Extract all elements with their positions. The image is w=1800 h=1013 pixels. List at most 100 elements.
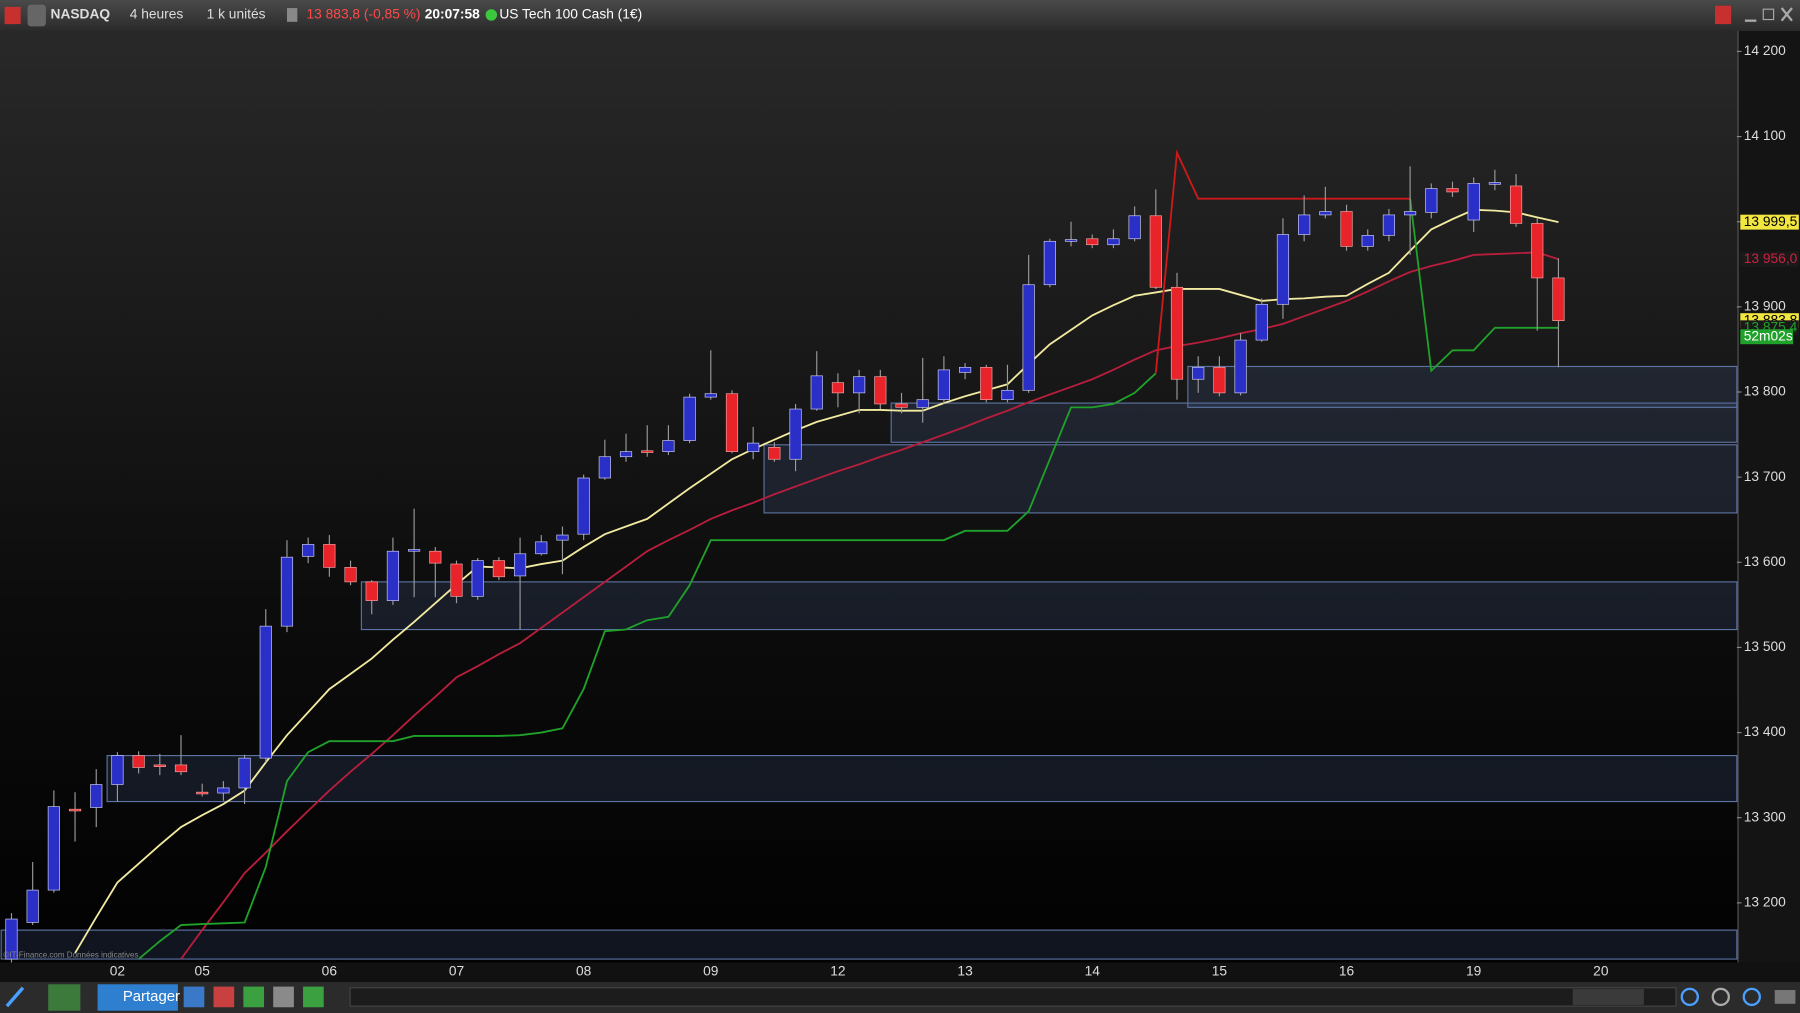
info-icon[interactable] [286, 8, 298, 22]
price-tag-label: 13 999,5 [1744, 214, 1798, 229]
draw-tool[interactable] [5, 986, 25, 1008]
candle-body [1149, 215, 1162, 288]
instrument-name: US Tech 100 Cash (1€) [499, 7, 642, 22]
indicator-button[interactable] [48, 984, 81, 1011]
maximize[interactable] [1762, 8, 1775, 21]
candle-body [1340, 211, 1353, 247]
price-tag-label: 13 956,0 [1744, 251, 1798, 266]
candle-body [90, 784, 103, 808]
candle-body [429, 550, 442, 564]
zoom-button[interactable] [1680, 987, 1699, 1007]
candle-body [450, 563, 463, 597]
candle-body [1086, 238, 1099, 246]
candle-body [365, 581, 378, 601]
candle-body [619, 451, 633, 458]
menu-button[interactable] [27, 4, 46, 27]
size[interactable]: 1 k unités [207, 7, 266, 22]
candle-body [683, 396, 696, 441]
candle-body [153, 764, 166, 768]
x-tick-label: 16 [1339, 963, 1355, 978]
share-button[interactable] [97, 984, 178, 1011]
candle-body [259, 625, 272, 759]
alert-icon[interactable] [1715, 5, 1732, 25]
candle-body [980, 366, 993, 401]
candle-body [1531, 223, 1544, 279]
zone [763, 444, 1738, 514]
candle-body [1001, 389, 1014, 401]
candle-body [196, 791, 209, 795]
y-tick-label: 13 500 [1744, 639, 1786, 654]
candle-body [238, 757, 251, 789]
tool-icon[interactable] [183, 986, 205, 1008]
zone [360, 581, 1738, 631]
scrollbar[interactable] [349, 987, 1677, 1007]
candle-body [937, 369, 950, 401]
candle-body [1170, 286, 1184, 380]
candle-body [47, 806, 60, 891]
tool-icon[interactable] [213, 986, 235, 1008]
x-tick-label: 14 [1085, 963, 1101, 978]
watermark: ©IT-Finance.com Données indicatives [3, 951, 138, 960]
x-tick-label: 05 [195, 963, 211, 978]
y-tick-label: 14 200 [1744, 43, 1786, 58]
tool-icon[interactable] [243, 986, 265, 1008]
candle-body [725, 393, 739, 452]
scroll-thumb[interactable] [1572, 988, 1644, 1005]
candle-body [386, 550, 400, 601]
zone [1187, 365, 1738, 408]
tool-icon[interactable] [273, 986, 294, 1008]
candle-body [1382, 214, 1396, 236]
y-tick-label: 13 400 [1744, 724, 1786, 739]
candle-body [831, 382, 845, 394]
candle-body [1425, 188, 1438, 213]
y-tick-label: 13 800 [1744, 384, 1786, 399]
candle-body [1255, 303, 1268, 341]
countdown-box [1740, 329, 1794, 345]
candle-body [408, 549, 421, 552]
toolbar [0, 0, 1800, 32]
candle-body [471, 560, 484, 597]
candle-body [1404, 211, 1417, 216]
timeframe[interactable]: 4 heures [130, 7, 184, 22]
x-tick-label: 20 [1593, 963, 1609, 978]
status-dot [485, 9, 498, 21]
zoom-in[interactable] [1742, 987, 1761, 1007]
candle-body [598, 456, 611, 479]
candle-body [768, 447, 781, 460]
zoom-out[interactable] [1711, 987, 1730, 1007]
instrument[interactable]: NASDAQ [51, 7, 111, 22]
candle-body [111, 755, 124, 785]
app-icon[interactable] [4, 6, 21, 25]
candle-body [280, 556, 294, 627]
candle-body [853, 376, 866, 394]
candle-body [556, 534, 569, 541]
candle-body [217, 787, 230, 794]
candle-body [5, 918, 18, 960]
y-tick-label: 13 900 [1744, 299, 1786, 314]
candle-body [959, 366, 972, 373]
share-label[interactable]: Partager [123, 988, 180, 1005]
quote: 13 883,8 (-0,85 %) [307, 7, 421, 22]
candle-body [1192, 366, 1205, 380]
date-axis [0, 962, 1800, 982]
candle-body [323, 544, 336, 568]
candle-body [1509, 185, 1523, 224]
candle-body [747, 442, 760, 452]
candle-body [577, 477, 590, 535]
x-tick-label: 15 [1212, 963, 1228, 978]
candle-body [492, 560, 505, 578]
candle-body [68, 808, 82, 812]
y-tick-label: 13 300 [1744, 809, 1786, 824]
y-tick-label: 13 200 [1744, 895, 1786, 910]
zone [106, 754, 1738, 803]
zone [890, 402, 1738, 443]
candle-body [1107, 238, 1120, 246]
close[interactable] [1780, 7, 1793, 22]
keyboard-icon[interactable] [1774, 990, 1796, 1004]
x-tick-label: 02 [110, 963, 125, 978]
tool-icon[interactable] [303, 986, 324, 1008]
x-tick-label: 12 [830, 963, 845, 978]
candle-body [132, 755, 145, 768]
